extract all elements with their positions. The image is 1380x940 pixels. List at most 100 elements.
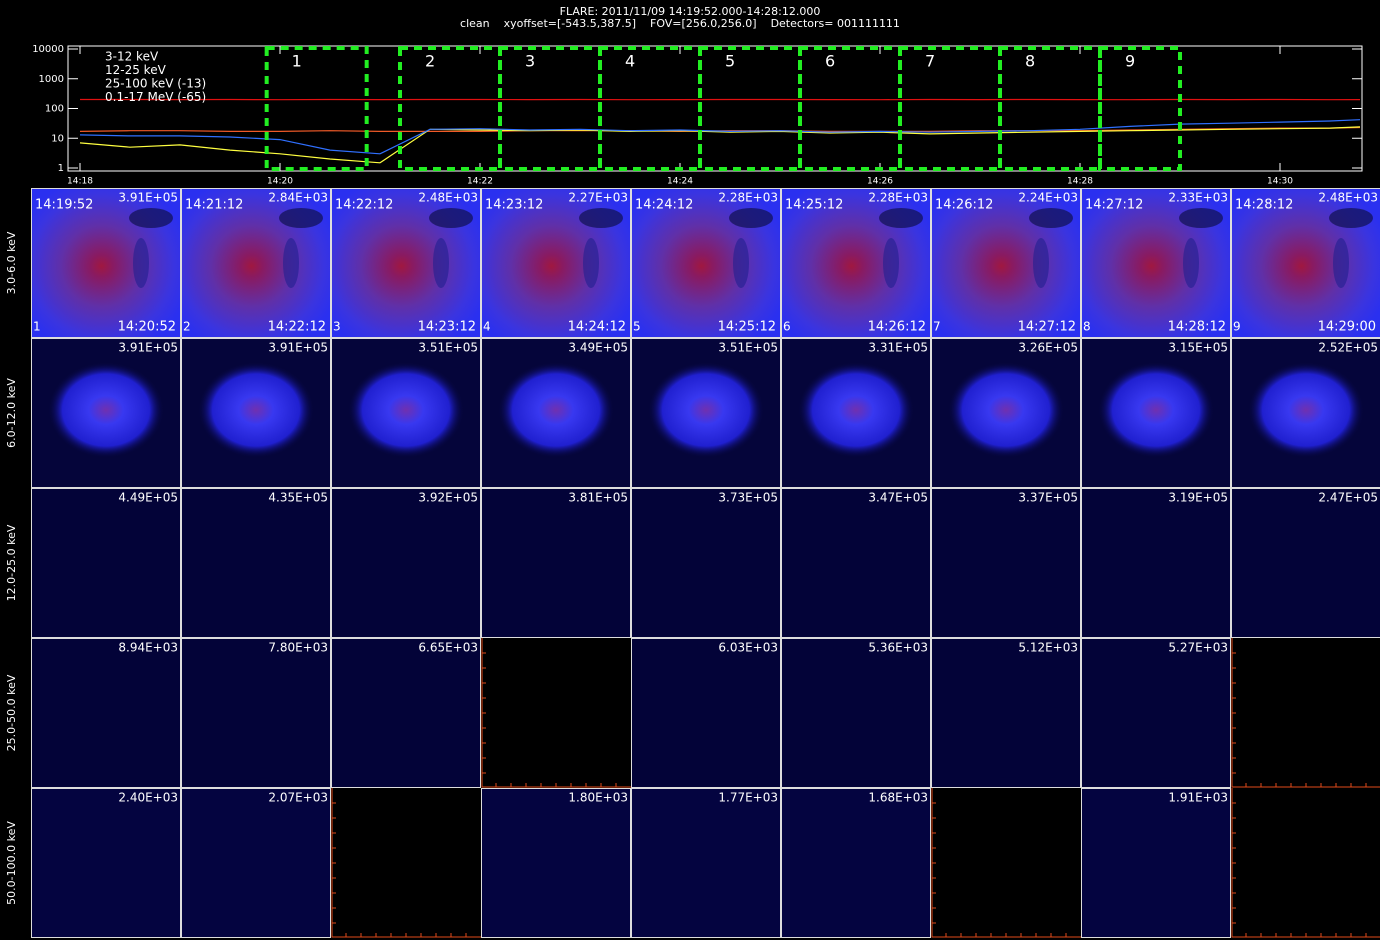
series-line <box>79 126 1361 164</box>
panel-border <box>1081 338 1231 488</box>
panel-max: 2.40E+03 <box>118 791 178 805</box>
panel-max: 1.68E+03 <box>868 791 928 805</box>
panel-border <box>31 488 181 638</box>
panel-max: 3.73E+05 <box>718 491 778 505</box>
panel-border <box>631 488 781 638</box>
panel-border <box>931 338 1081 488</box>
y-tick-label: 10000 <box>32 44 64 55</box>
y-tick-label: 10 <box>51 133 64 144</box>
panel-index: 7 <box>933 320 941 334</box>
panel-max: 1.91E+03 <box>1168 791 1228 805</box>
image <box>481 488 631 638</box>
panel-max: 3.37E+05 <box>1018 491 1078 505</box>
panel-border <box>1081 488 1231 638</box>
panel-max: 8.94E+03 <box>118 641 178 655</box>
image-blob <box>48 362 164 458</box>
legend-entry: 0.1-17 MeV (-65) <box>105 90 206 104</box>
y-tick-label: 100 <box>45 104 64 115</box>
image-feature <box>1183 238 1199 288</box>
image-feature <box>283 238 299 288</box>
panel-border <box>31 638 181 788</box>
panel-index: 4 <box>483 320 491 334</box>
empty-panel <box>931 788 1081 938</box>
panel-end: 14:20:52 <box>118 320 176 335</box>
panel-start: 14:23:12 <box>485 198 543 213</box>
interval-label: 1 <box>292 52 302 71</box>
interval-label: 6 <box>825 52 835 71</box>
image-feature <box>1333 238 1349 288</box>
row-label: 25.0-50.0 keV <box>5 674 18 751</box>
image-blob <box>948 362 1064 458</box>
interval-box <box>1098 46 1182 171</box>
image-feature <box>1179 208 1223 228</box>
image <box>631 488 781 638</box>
x-tick-label: 14:28 <box>1067 177 1093 187</box>
interval-box <box>264 46 369 171</box>
image-feature <box>1029 208 1073 228</box>
image <box>31 788 181 938</box>
image-feature <box>883 238 899 288</box>
image <box>181 788 331 938</box>
empty-panel <box>1231 788 1380 938</box>
empty-axis <box>331 788 481 938</box>
image-blob <box>348 362 464 458</box>
panel-max: 2.33E+03 <box>1168 191 1228 205</box>
panel-max: 3.19E+05 <box>1168 491 1228 505</box>
image-feature <box>1329 208 1373 228</box>
title: FLARE: 2011/11/09 14:19:52.000-14:28:12.… <box>560 5 821 18</box>
image <box>1081 638 1231 788</box>
panel-start: 14:24:12 <box>635 198 693 213</box>
panel-border <box>1081 788 1231 938</box>
panel-max: 2.28E+03 <box>868 191 928 205</box>
image-feature <box>583 238 599 288</box>
legend-entry: 3-12 keV <box>105 50 159 64</box>
panel-start: 14:25:12 <box>785 198 843 213</box>
panel-max: 3.91E+05 <box>268 341 328 355</box>
panel-border <box>631 638 781 788</box>
panel-border <box>181 788 331 938</box>
panel-border <box>481 488 631 638</box>
panel-border <box>631 788 781 938</box>
panel-end: 14:29:00 <box>1318 320 1376 335</box>
panel-max: 3.92E+05 <box>418 491 478 505</box>
panel-index: 6 <box>783 320 791 334</box>
panel-border <box>781 188 931 338</box>
image-feature <box>279 208 323 228</box>
panel-border <box>331 638 481 788</box>
panel-max: 2.47E+05 <box>1318 491 1378 505</box>
panel-max: 2.27E+03 <box>568 191 628 205</box>
image <box>181 488 331 638</box>
empty-axis <box>481 638 631 788</box>
panel-border <box>481 188 631 338</box>
panel-border <box>1081 188 1231 338</box>
series-line <box>79 126 1361 133</box>
panel-border <box>1231 338 1380 488</box>
interval-label: 3 <box>525 52 535 71</box>
panel-index: 9 <box>1233 320 1241 334</box>
panel-border <box>931 488 1081 638</box>
x-tick-label: 14:26 <box>867 177 893 187</box>
subtitle: clean xyoffset=[-543.5,387.5] FOV=[256.0… <box>460 17 900 30</box>
panel-max: 2.52E+05 <box>1318 341 1378 355</box>
image <box>481 788 631 938</box>
panel-max: 5.27E+03 <box>1168 641 1228 655</box>
panel-border <box>331 488 481 638</box>
image <box>631 638 781 788</box>
image-blob <box>798 362 914 458</box>
row-label: 50.0-100.0 keV <box>5 821 18 905</box>
panel-index: 8 <box>1083 320 1091 334</box>
legend-entry: 25-100 keV (-13) <box>105 77 206 91</box>
image-feature <box>579 208 623 228</box>
y-tick-label: 1 <box>58 163 64 174</box>
interval-label: 9 <box>1125 52 1135 71</box>
panel-end: 14:22:12 <box>268 320 326 335</box>
image <box>781 638 931 788</box>
interval-label: 4 <box>625 52 635 71</box>
y-tick-label: 1000 <box>39 74 64 85</box>
panel-border <box>31 338 181 488</box>
panel-end: 14:25:12 <box>718 320 776 335</box>
image <box>781 488 931 638</box>
panel-border <box>331 338 481 488</box>
panel-max: 3.15E+05 <box>1168 341 1228 355</box>
